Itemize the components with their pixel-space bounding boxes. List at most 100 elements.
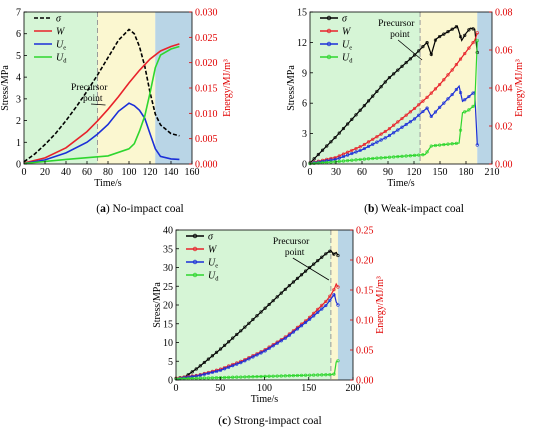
series-marker (404, 113, 408, 117)
series-marker (446, 73, 450, 77)
series-marker (358, 157, 362, 162)
x-tick-label: 60 (82, 167, 92, 178)
x-tick-label: 60 (357, 167, 367, 178)
series-marker (202, 372, 206, 376)
series-marker (320, 373, 324, 377)
zone-blue (337, 230, 353, 380)
series-marker (243, 375, 247, 379)
series-marker (358, 145, 362, 149)
series-marker (320, 303, 324, 308)
x-tick-label: 0 (308, 167, 313, 178)
series-marker (362, 142, 366, 147)
series-marker (299, 373, 304, 377)
x-tick-label: 90 (383, 167, 393, 178)
series-marker (392, 72, 396, 76)
series-marker (458, 57, 463, 61)
series-marker (255, 375, 259, 379)
x-tick-label: 100 (257, 383, 272, 394)
series-marker (429, 114, 433, 118)
legend-label: W (342, 27, 352, 38)
series-marker (421, 153, 425, 157)
annotation-line-2: point (285, 248, 305, 258)
series-marker (336, 285, 340, 289)
x-tick-label: 40 (61, 167, 71, 178)
zone-green (176, 230, 331, 380)
series-marker (271, 344, 275, 348)
series-marker (316, 373, 320, 377)
series-marker (312, 161, 316, 165)
annotation-leader (292, 257, 330, 281)
series-marker (450, 27, 454, 31)
series-marker (425, 106, 429, 110)
series-marker (433, 110, 438, 114)
series-marker (235, 332, 239, 337)
series-marker (400, 125, 404, 129)
series-marker (336, 253, 340, 258)
series-marker (316, 259, 320, 263)
legend-label: Ud (56, 53, 67, 65)
series-marker (408, 120, 412, 124)
series-marker (396, 155, 400, 159)
series-marker (371, 156, 375, 161)
series-marker (328, 373, 332, 377)
y-right-tick-label: 0.02 (495, 122, 513, 133)
series-marker (417, 103, 421, 107)
series-marker (429, 91, 433, 95)
series-marker (350, 117, 354, 121)
series-marker (267, 374, 271, 378)
y-left-tick-label: 6 (16, 29, 21, 40)
series-marker (206, 357, 210, 361)
series-marker (214, 369, 219, 373)
legend-marker (326, 41, 332, 47)
series-marker (337, 131, 341, 135)
series-marker (354, 113, 358, 117)
series-marker (247, 357, 251, 361)
series-marker (371, 142, 375, 146)
series-marker (350, 158, 354, 162)
series-marker (379, 156, 383, 160)
zone-green (310, 12, 421, 164)
series-marker (454, 87, 458, 92)
series-marker (247, 321, 251, 325)
series-marker (271, 374, 275, 378)
series-marker (383, 136, 387, 140)
series-marker (366, 99, 371, 103)
series-marker (283, 374, 287, 378)
series-marker (303, 269, 308, 273)
series-marker (295, 373, 300, 378)
x-tick-label: 50 (215, 383, 225, 394)
legend-label: Ud (342, 53, 353, 65)
y-right-axis-label: Energy/MJ/m³ (375, 276, 386, 334)
series-marker (308, 317, 312, 321)
series-marker (438, 143, 442, 147)
series-marker (383, 155, 387, 160)
y-left-tick-label: 0 (302, 160, 307, 171)
series-marker (218, 368, 223, 372)
series-marker (442, 101, 446, 105)
series-marker (429, 52, 433, 56)
series-marker (375, 156, 379, 160)
series-marker (316, 310, 320, 315)
series-marker (324, 373, 328, 377)
series-marker (291, 374, 296, 378)
zone-yellow (420, 12, 478, 164)
series-marker (354, 150, 358, 154)
series-marker (379, 132, 383, 136)
y-right-axis-label: Energy/MJ/m³ (514, 59, 525, 117)
series-marker (283, 287, 287, 291)
series-marker (475, 31, 479, 35)
series-marker (446, 142, 450, 146)
series-marker (198, 376, 202, 380)
legend-marker (192, 272, 198, 278)
legend-marker (192, 246, 198, 252)
series-marker (375, 89, 379, 94)
series-line (23, 102, 180, 165)
series-marker (299, 273, 304, 277)
series-marker (400, 116, 404, 121)
series-marker (366, 157, 371, 161)
annotation-line-2: point (83, 94, 103, 104)
series-marker (450, 92, 454, 97)
y-left-tick-label: 2 (16, 116, 21, 127)
series-marker (467, 46, 471, 50)
series-marker (433, 143, 438, 148)
